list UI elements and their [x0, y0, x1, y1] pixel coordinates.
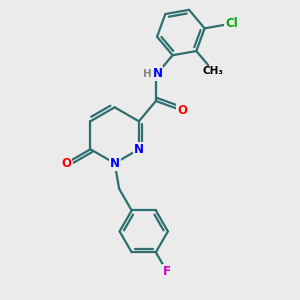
Text: H: H: [143, 69, 152, 79]
Text: O: O: [177, 104, 187, 117]
Text: N: N: [134, 143, 144, 156]
Text: F: F: [163, 265, 171, 278]
Text: N: N: [152, 67, 162, 80]
Text: O: O: [61, 157, 71, 169]
Text: N: N: [110, 157, 120, 170]
Text: Cl: Cl: [225, 17, 238, 30]
Text: CH₃: CH₃: [203, 66, 224, 76]
